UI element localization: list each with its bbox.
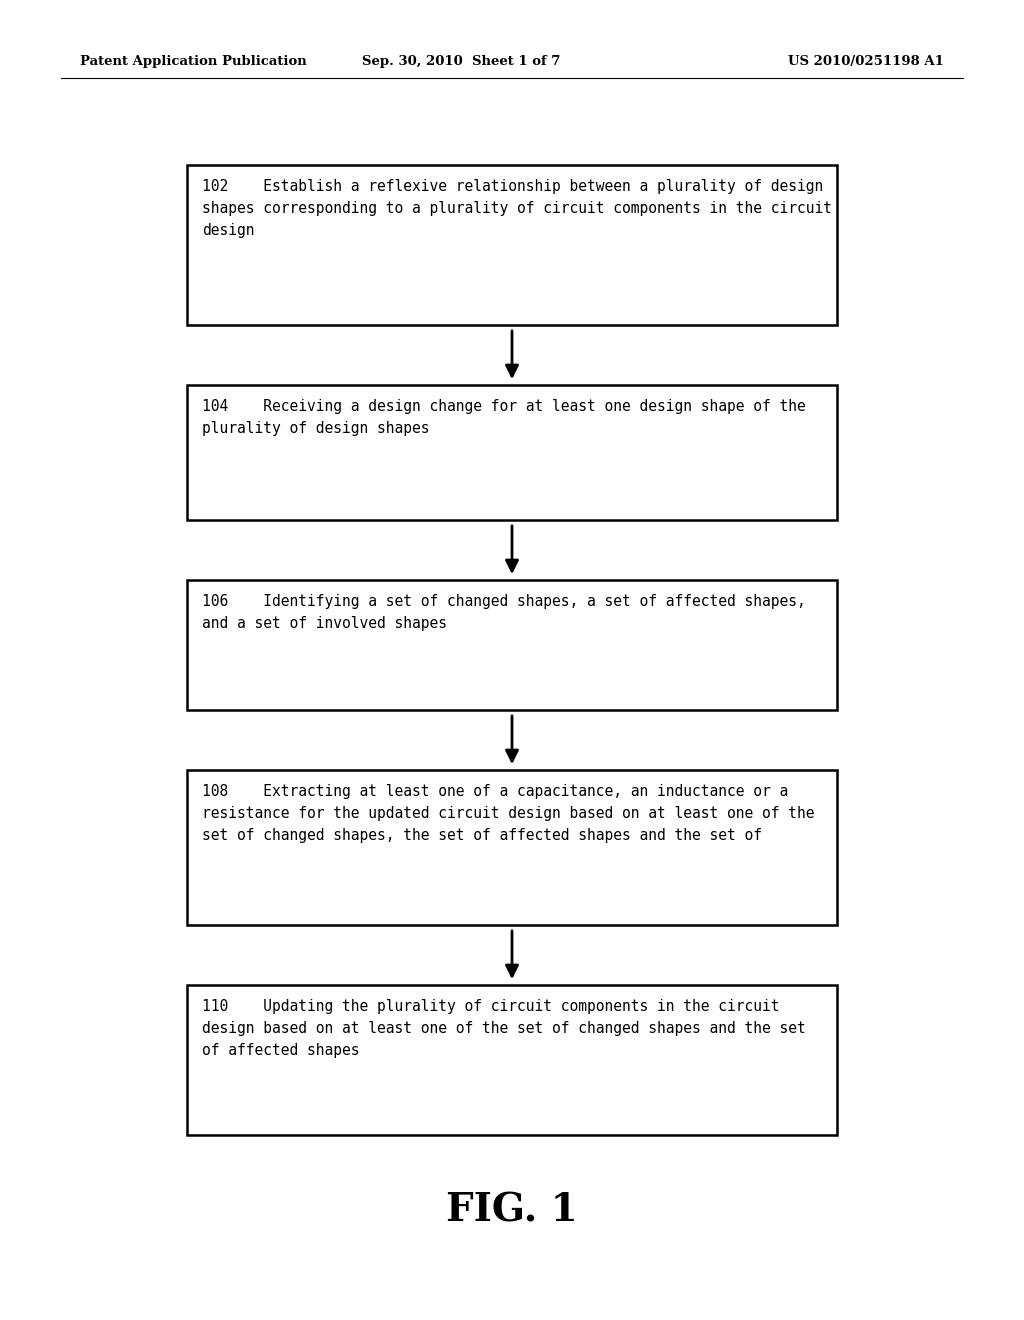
Text: 102    Establish a reflexive relationship between a plurality of design: 102 Establish a reflexive relationship b… xyxy=(202,180,823,194)
Bar xyxy=(187,165,837,325)
Text: design: design xyxy=(202,223,255,238)
Text: 106    Identifying a set of changed shapes, a set of affected shapes,: 106 Identifying a set of changed shapes,… xyxy=(202,594,806,609)
Bar xyxy=(187,770,837,925)
Text: shapes corresponding to a plurality of circuit components in the circuit: shapes corresponding to a plurality of c… xyxy=(202,201,831,216)
Text: Sep. 30, 2010  Sheet 1 of 7: Sep. 30, 2010 Sheet 1 of 7 xyxy=(361,55,560,69)
Text: and a set of involved shapes: and a set of involved shapes xyxy=(202,616,447,631)
Text: US 2010/0251198 A1: US 2010/0251198 A1 xyxy=(788,55,944,69)
Text: 104    Receiving a design change for at least one design shape of the: 104 Receiving a design change for at lea… xyxy=(202,399,806,414)
Text: 108    Extracting at least one of a capacitance, an inductance or a: 108 Extracting at least one of a capacit… xyxy=(202,784,788,799)
Text: plurality of design shapes: plurality of design shapes xyxy=(202,421,429,436)
Text: Patent Application Publication: Patent Application Publication xyxy=(80,55,307,69)
Text: resistance for the updated circuit design based on at least one of the: resistance for the updated circuit desig… xyxy=(202,807,814,821)
Bar xyxy=(187,985,837,1135)
Text: set of changed shapes, the set of affected shapes and the set of: set of changed shapes, the set of affect… xyxy=(202,828,762,843)
Text: 110    Updating the plurality of circuit components in the circuit: 110 Updating the plurality of circuit co… xyxy=(202,999,779,1014)
Bar xyxy=(187,385,837,520)
Text: FIG. 1: FIG. 1 xyxy=(446,1191,578,1229)
Bar xyxy=(187,579,837,710)
Text: of affected shapes: of affected shapes xyxy=(202,1043,359,1059)
Text: design based on at least one of the set of changed shapes and the set: design based on at least one of the set … xyxy=(202,1020,806,1036)
